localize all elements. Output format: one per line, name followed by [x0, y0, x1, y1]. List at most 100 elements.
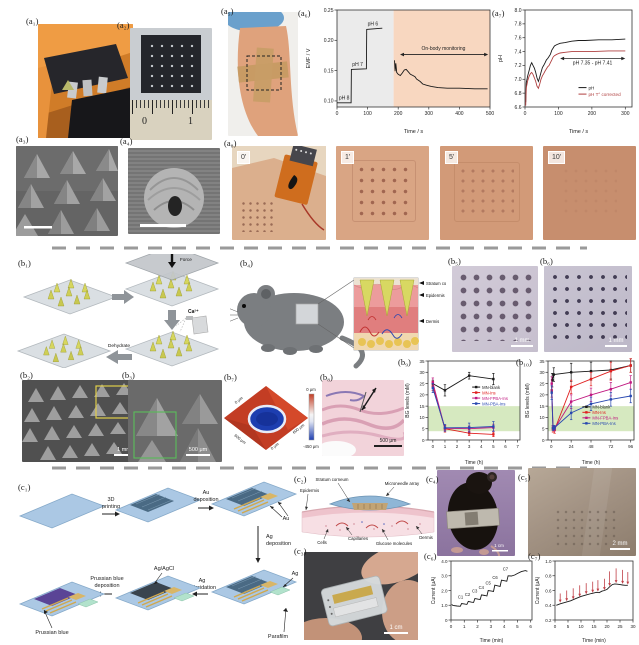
panel-label-b2: (b₂): [20, 370, 33, 380]
panel-label-b10: (b₁₀): [516, 357, 532, 367]
svg-text:1: 1: [463, 624, 466, 629]
time-chip-0: 0': [237, 151, 251, 164]
panel-b8-histology: 500 μm: [322, 380, 404, 456]
arrow-down-icon: [164, 310, 180, 330]
svg-text:C5: C5: [486, 580, 492, 585]
svg-text:0: 0: [432, 444, 435, 449]
svg-text:pH: pH: [589, 85, 595, 90]
wire: [301, 203, 325, 231]
scale-bar: [114, 454, 134, 456]
capillary: [335, 522, 349, 527]
svg-text:0: 0: [336, 111, 339, 117]
panel-a8-skin-photo-5min: 5': [440, 146, 533, 240]
dehydrate-label: Dehydrate: [108, 343, 130, 349]
stratum-corneum-label: Stratum corneum: [426, 281, 446, 286]
svg-text:5: 5: [542, 427, 545, 432]
panel-label-b6: (b₆): [540, 256, 553, 266]
colorbar-min: -450 μm: [303, 444, 319, 449]
scale-bar-c5: 2 mm: [610, 541, 630, 550]
scale-bar: [492, 550, 508, 552]
svg-text:300: 300: [425, 111, 434, 117]
panel-label-b8: (b₈): [320, 372, 333, 382]
svg-text:0.4: 0.4: [545, 603, 552, 608]
svg-text:0: 0: [422, 438, 425, 443]
finger-top: [361, 552, 418, 585]
step-ag-deposition-line1: Ag: [266, 534, 273, 540]
agcl-needles: [130, 582, 174, 600]
panel-label-a3: (a₃): [16, 134, 29, 144]
needle-marks: [554, 508, 620, 546]
svg-text:Time (min): Time (min): [582, 638, 606, 644]
svg-text:72: 72: [608, 444, 614, 449]
panel-b5-skin-microscopy: 1 mm: [452, 266, 538, 352]
svg-text:5: 5: [516, 624, 519, 629]
zoom-box-green: [133, 411, 177, 459]
panel-label-b5: (b₅): [448, 256, 461, 266]
section-divider-bc: [52, 466, 587, 470]
force-label: Force: [180, 257, 192, 262]
silver-electrode: [333, 597, 379, 618]
panel-b9-bg-levels-chart: 0 1 2 3 4 5 6 7 0 5 10 15 20 25 30 35 Time (h) BG levels …: [404, 356, 524, 466]
pore-array: [457, 271, 533, 341]
needle-2: [379, 279, 395, 317]
svg-text:0: 0: [445, 618, 448, 623]
svg-text:Time (h): Time (h): [465, 460, 484, 466]
scale-label: 1 mm: [117, 447, 131, 453]
mouse-tail: [490, 545, 500, 556]
panel-a1-photo-3d-printer: [38, 24, 133, 138]
sem-b3-art: 500 μm: [128, 380, 222, 462]
panel-b6-skin-microscopy: 1 mm: [544, 266, 632, 352]
wearable-patch: [446, 507, 500, 530]
svg-text:MN-PBA-Ins: MN-PBA-Ins: [592, 421, 615, 426]
step-pb-deposition-line1: Prussian blue: [90, 576, 123, 582]
epidermis-label: Epidermis: [426, 293, 445, 298]
svg-text:0.25: 0.25: [324, 8, 334, 14]
sem-array-art: [16, 146, 118, 236]
svg-text:MN-blank: MN-blank: [592, 405, 611, 410]
panel-label-c7: (c₇): [528, 551, 541, 561]
arrow-right-icon: [112, 290, 134, 304]
svg-text:35: 35: [419, 359, 425, 364]
svg-text:4.0: 4.0: [441, 559, 448, 564]
svg-text:On-body monitoring: On-body monitoring: [422, 46, 466, 52]
needle-1: [359, 279, 375, 317]
dermis-label: Dermis: [419, 535, 433, 540]
panel-c2-skin-schematic: Stratum corneum Microneedle array Epider…: [300, 477, 435, 546]
au-label: Au: [283, 516, 290, 522]
svg-text:6: 6: [504, 444, 507, 449]
section-divider-ab: [52, 246, 587, 250]
panel-b1-fabrication-schematic: Force Ca²⁺ Dehydrate: [17, 254, 220, 368]
panel-c4-photo-mouse-patch: 1 cm: [437, 470, 515, 556]
arrow-left-icon: [106, 350, 132, 364]
panel-a7-ph-chart: 0 100 200 300 6.6 6.8 7.0 7.2 7.4 7.6 7.8 8.0 Time /…: [497, 4, 637, 135]
printer-base: [68, 88, 133, 138]
svg-text:4: 4: [503, 624, 506, 629]
svg-text:EMF / V: EMF / V: [306, 48, 312, 68]
svg-text:1.0: 1.0: [441, 603, 448, 608]
svg-text:3.0: 3.0: [441, 574, 448, 579]
ruler-number-0: 0: [142, 116, 147, 127]
dermis-label: Dermis: [426, 319, 439, 324]
svg-text:200: 200: [588, 111, 597, 117]
svg-text:C6: C6: [492, 575, 498, 580]
svg-text:Time / s: Time / s: [404, 129, 424, 135]
panel-label-b9: (b₉): [398, 357, 411, 367]
panel-label-a4: (a₄): [120, 136, 133, 146]
panel-label-c4: (c₄): [426, 474, 439, 484]
svg-text:2: 2: [476, 624, 479, 629]
svg-text:C4: C4: [479, 585, 485, 590]
panel-c3-photo-device-fingers: 1 cm: [304, 552, 418, 640]
svg-text:7.6: 7.6: [515, 36, 522, 42]
svg-text:pH 8: pH 8: [339, 96, 350, 102]
svg-text:0.20: 0.20: [324, 38, 334, 44]
panel-a8-skin-photo-0min: 0': [232, 146, 326, 240]
histology-art: 500 μm: [322, 387, 404, 456]
svg-text:BG levels (mM): BG levels (mM): [525, 383, 531, 418]
panel-label-c1: (c₁): [18, 482, 31, 492]
svg-text:3: 3: [490, 624, 493, 629]
ruler-major-ticks: [132, 100, 210, 114]
scale-label: 500 μm: [380, 438, 397, 444]
panel-a3-sem-array: [16, 146, 118, 236]
panel-label-c3: (c₃): [294, 546, 307, 556]
skin-0min-art: [232, 146, 326, 231]
